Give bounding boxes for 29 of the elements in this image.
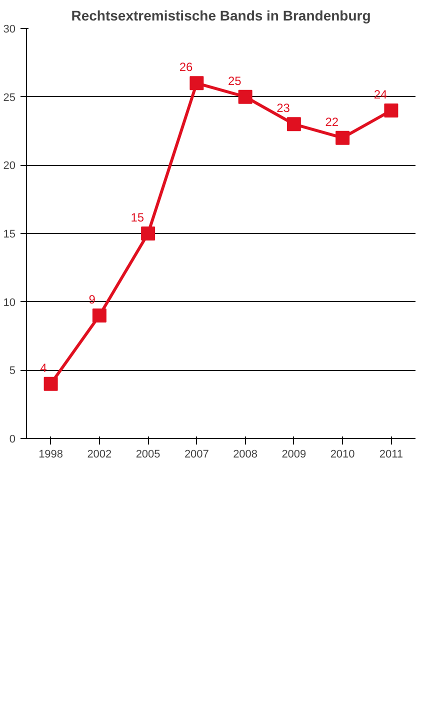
x-tick-label: 2011 [379,448,404,460]
x-tick-label: 2010 [330,448,355,460]
point [190,76,204,90]
point [238,90,252,104]
point [336,130,350,145]
point [384,104,398,118]
data-label: 23 [276,101,290,116]
x-tick-label: 2009 [282,448,306,460]
y-tick-label: 15 [3,228,16,240]
data-label: 26 [179,60,194,74]
x-tick-label: 2007 [184,448,209,460]
chart-title: Rechtsextremistische Bands in Brandenburg [71,8,371,24]
x-tick-label: 2002 [87,448,112,460]
data-label: 25 [228,74,242,88]
point [141,226,156,240]
y-tick-label: 5 [9,365,16,378]
point [44,376,58,391]
point [92,308,106,322]
y-tick-label: 30 [3,24,16,36]
y-tick-label: 0 [9,434,16,446]
data-label: 15 [130,210,144,224]
x-tick-label: 2005 [136,448,160,460]
data-label: 22 [325,114,339,129]
y-tick-label: 20 [3,160,16,172]
y-tick-label: 25 [3,92,16,104]
y-tick-label: 10 [3,296,16,309]
point [286,117,301,132]
x-tick-label: 1998 [38,448,64,460]
x-tick-label: 2008 [233,448,258,460]
